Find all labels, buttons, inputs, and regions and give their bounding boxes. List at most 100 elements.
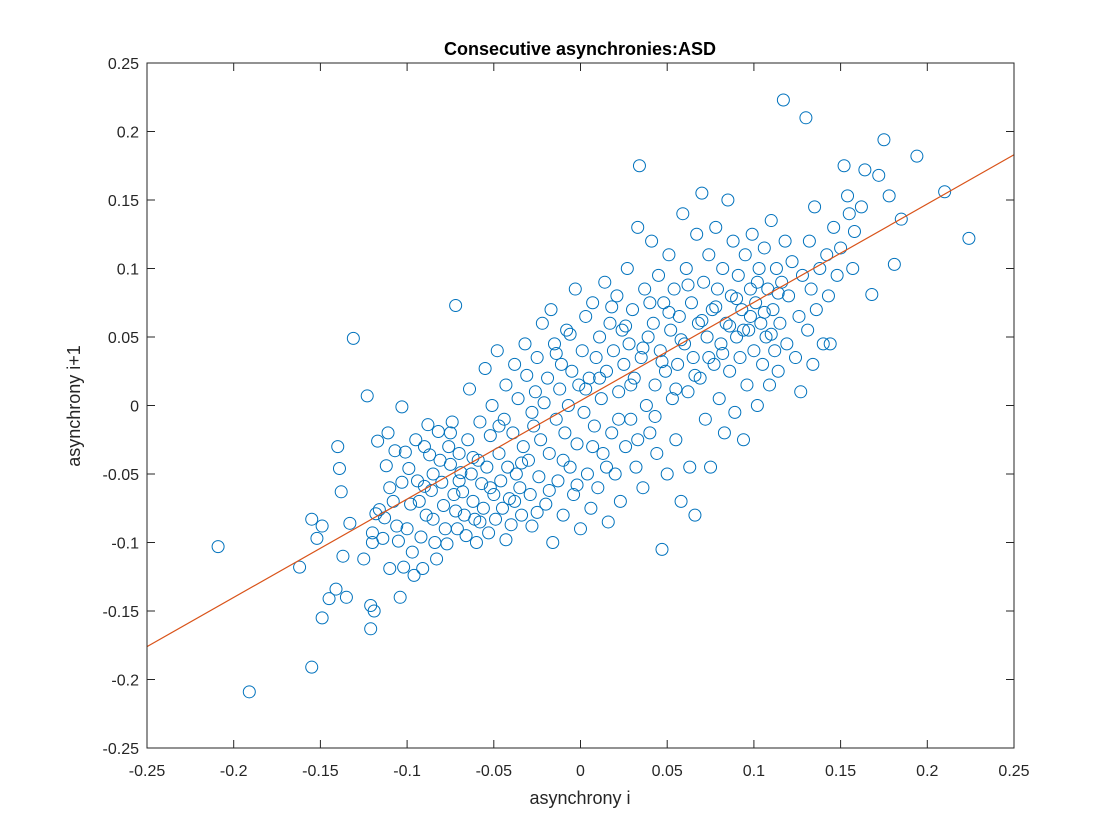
scatter-point: [473, 415, 487, 429]
scatter-point: [565, 364, 579, 378]
scatter-point: [407, 568, 421, 582]
scatter-point: [603, 316, 617, 330]
scatter-point: [379, 459, 393, 473]
scatter-point: [610, 289, 624, 303]
scatter-point: [499, 378, 513, 392]
scatter-point: [837, 159, 851, 173]
scatter-point: [426, 467, 440, 481]
scatter-point: [579, 382, 593, 396]
scatter-point: [700, 330, 714, 344]
scatter-point: [717, 426, 731, 440]
scatter-point: [962, 231, 976, 245]
scatter-point: [473, 515, 487, 529]
scatter-point: [716, 346, 730, 360]
scatter-point: [757, 305, 771, 319]
scatter-point: [842, 207, 856, 221]
scatter-point: [428, 536, 442, 549]
scatter-point: [778, 234, 792, 248]
scatter-point: [556, 508, 570, 522]
scatter-point: [556, 453, 570, 467]
scatter-point: [516, 440, 530, 454]
scatter-point: [440, 537, 454, 551]
x-tick-label: -0.15: [302, 763, 339, 780]
scatter-point: [499, 533, 513, 547]
x-axis-label: asynchrony i: [529, 788, 630, 808]
scatter-point: [424, 483, 438, 497]
scatter-point: [547, 337, 561, 351]
scatter-point: [806, 357, 820, 371]
scatter-point: [622, 337, 636, 351]
scatter-point: [489, 512, 503, 526]
y-tick-label: 0.1: [117, 262, 139, 279]
scatter-point: [766, 303, 780, 317]
scatter-point: [364, 622, 378, 636]
scatter-point: [662, 248, 676, 262]
scatter-point: [789, 351, 803, 365]
scatter-point: [542, 483, 556, 497]
scatter-point: [586, 440, 600, 454]
scatter-point: [846, 262, 860, 275]
scatter-point: [658, 364, 672, 378]
scatter-point: [780, 337, 794, 351]
scatter-point: [704, 460, 718, 474]
scatter-point: [747, 344, 761, 358]
x-tick-label: 0.05: [652, 763, 683, 780]
scatter-point: [723, 364, 737, 378]
scatter-point: [854, 200, 868, 214]
scatter-point: [504, 518, 518, 532]
scatter-point: [579, 309, 593, 323]
scatter-point: [688, 368, 702, 382]
scatter-point: [681, 278, 695, 292]
scatter-point: [391, 534, 405, 548]
scatter-point: [624, 378, 638, 392]
scatter-point: [730, 330, 744, 344]
scatter-point: [632, 159, 646, 173]
scatter-point: [383, 481, 397, 495]
scatter-point: [442, 440, 456, 454]
scatter-point: [357, 552, 371, 566]
scatter-point: [558, 426, 572, 440]
scatter-point: [641, 330, 655, 344]
scatter-point: [681, 385, 695, 399]
scatter-point: [619, 319, 633, 333]
scatter-point: [799, 111, 813, 125]
scatter-point: [600, 364, 614, 378]
scatter-point: [660, 467, 674, 481]
scatter-point: [612, 412, 626, 426]
scatter-point: [416, 562, 430, 576]
scatter-point: [749, 296, 763, 310]
scatter-point: [619, 440, 633, 454]
scatter-point: [676, 207, 690, 221]
scatter-point: [381, 426, 395, 440]
scatter-point: [858, 163, 872, 177]
scatter-point: [728, 405, 742, 419]
scatter-point: [315, 611, 329, 625]
scatter-point: [437, 499, 451, 513]
scatter-point: [463, 382, 477, 396]
scatter-point: [404, 497, 418, 511]
scatter-point: [834, 241, 848, 255]
scatter-point: [617, 357, 631, 371]
scatter-point: [561, 399, 575, 412]
scatter-point: [586, 296, 600, 310]
x-tick-label: 0.25: [998, 763, 1029, 780]
scatter-point: [329, 582, 343, 596]
scatter-point: [771, 364, 785, 378]
scatter-point: [624, 412, 638, 426]
x-tick-label: -0.1: [393, 763, 421, 780]
scatter-point: [736, 323, 750, 337]
scatter-point: [600, 460, 614, 474]
scatter-point: [541, 371, 555, 385]
scatter-point: [466, 494, 480, 508]
scatter-point: [730, 292, 744, 306]
scatter-point: [343, 516, 357, 530]
scatter-point: [456, 485, 470, 499]
scatter-point: [372, 503, 386, 517]
scatter-point: [688, 508, 702, 522]
scatter-point: [887, 257, 901, 271]
y-tick-label: -0.2: [111, 673, 139, 690]
scatter-point: [544, 303, 558, 317]
scatter-point: [808, 200, 822, 214]
scatter-point: [419, 508, 433, 522]
